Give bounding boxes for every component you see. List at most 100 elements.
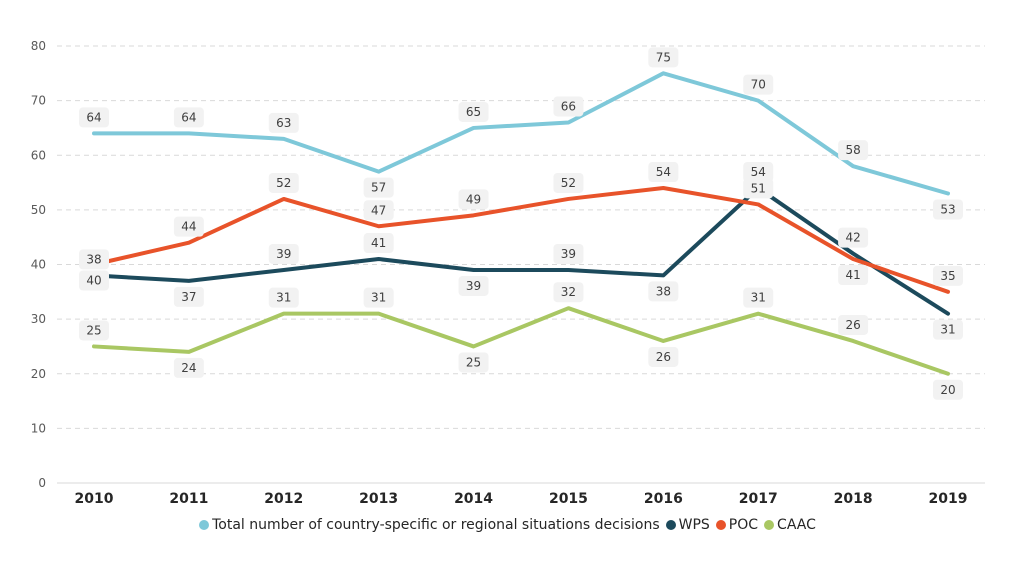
data-label-box [79, 107, 109, 128]
data-label-box [268, 172, 299, 193]
series-line-poc [92, 186, 950, 294]
x-tick-label: 2019 [929, 491, 968, 507]
data-label: 37 [181, 290, 196, 304]
data-label-box [648, 346, 679, 367]
y-tick-label: 30 [31, 312, 46, 326]
data-label: 38 [656, 284, 671, 298]
data-label-box [553, 172, 584, 193]
series-line-total [92, 71, 950, 196]
series-line-wps [92, 186, 950, 316]
data-label: 41 [845, 268, 860, 282]
data-label-box [933, 379, 963, 400]
data-label: 31 [371, 291, 386, 305]
y-tick-label: 80 [31, 39, 46, 53]
data-label-box [933, 199, 963, 220]
data-label-box [173, 107, 204, 128]
data-label: 70 [751, 78, 766, 92]
data-label-box [838, 140, 869, 161]
data-label-box [458, 189, 489, 210]
x-axis-ticks: 2010 2011 2012 2013 2014 2015 2016 2017 2018 2019 [75, 491, 968, 507]
x-tick-label: 2018 [834, 491, 873, 507]
data-label: 40 [86, 274, 101, 288]
data-label-box [553, 96, 584, 117]
x-tick-label: 2015 [549, 491, 588, 507]
y-tick-label: 20 [31, 367, 46, 381]
legend-marker-icon [199, 520, 210, 530]
data-label-box [648, 47, 679, 68]
y-tick-label: 70 [31, 94, 46, 108]
data-label: 47 [371, 203, 386, 217]
data-label: 42 [845, 231, 860, 245]
legend-label: CAAC [777, 517, 816, 533]
legend-marker-icon [715, 520, 726, 530]
data-label: 38 [86, 252, 101, 266]
data-label: 39 [561, 247, 576, 261]
data-label: 75 [656, 50, 671, 64]
data-label: 63 [276, 116, 291, 130]
data-label-box [933, 319, 963, 340]
x-tick-label: 2010 [75, 491, 114, 507]
data-label: 44 [181, 220, 196, 234]
y-tick-label: 40 [31, 258, 46, 272]
data-label: 25 [466, 355, 481, 369]
gridlines [57, 45, 985, 484]
y-tick-label: 50 [31, 203, 46, 217]
data-label: 54 [751, 165, 766, 179]
data-label-box [838, 314, 869, 335]
data-label-box [363, 177, 394, 198]
legend-item: POC [715, 517, 759, 533]
data-label: 51 [751, 181, 766, 195]
x-tick-label: 2012 [264, 491, 303, 507]
data-label: 64 [86, 110, 101, 124]
y-tick-label: 0 [38, 476, 46, 490]
legend-item: WPS [665, 517, 710, 533]
legend-item: CAAC [764, 517, 816, 533]
data-label: 52 [561, 176, 576, 190]
data-label-box [743, 162, 774, 183]
data-label: 64 [181, 110, 196, 124]
data-label-box [268, 112, 299, 133]
legend-marker-icon [665, 520, 676, 530]
data-label: 58 [845, 143, 860, 157]
y-axis-ticks: 0 10 20 30 40 50 60 70 80 [31, 39, 46, 490]
data-label-box [268, 287, 299, 308]
legend-label: Total number of country-specific or regi… [212, 517, 660, 533]
data-label-box [79, 249, 109, 270]
x-tick-label: 2017 [739, 491, 778, 507]
data-label: 31 [940, 323, 955, 337]
data-label-box [268, 243, 299, 264]
data-label: 39 [466, 279, 481, 293]
data-label: 32 [561, 285, 576, 299]
data-label: 25 [86, 323, 101, 337]
data-label-box [553, 282, 584, 303]
data-label-box [553, 243, 584, 264]
data-label-box [743, 287, 774, 308]
data-label-box [363, 200, 394, 221]
x-tick-label: 2014 [454, 491, 493, 507]
data-label: 26 [845, 318, 860, 332]
data-label-box [838, 227, 869, 248]
data-label: 57 [371, 181, 386, 195]
data-label: 39 [276, 247, 291, 261]
data-label-box [743, 178, 774, 199]
data-label: 65 [466, 105, 481, 119]
data-label: 66 [561, 99, 576, 113]
data-label: 26 [656, 350, 671, 364]
data-label: 24 [181, 361, 196, 375]
data-label-box [458, 352, 489, 373]
legend-label: WPS [678, 517, 710, 533]
data-label-box [363, 287, 394, 308]
data-label-box [173, 216, 204, 237]
legend: Total number of country-specific or regi… [0, 517, 1015, 533]
data-label: 35 [940, 269, 955, 283]
data-label-box [79, 270, 109, 291]
legend-label: POC [728, 517, 759, 533]
data-label-box [363, 233, 394, 254]
data-label-box [79, 320, 109, 341]
data-label: 49 [466, 192, 481, 206]
data-label-box [458, 101, 489, 122]
data-label: 52 [276, 176, 291, 190]
y-tick-label: 10 [31, 421, 46, 435]
x-tick-label: 2016 [644, 491, 683, 507]
